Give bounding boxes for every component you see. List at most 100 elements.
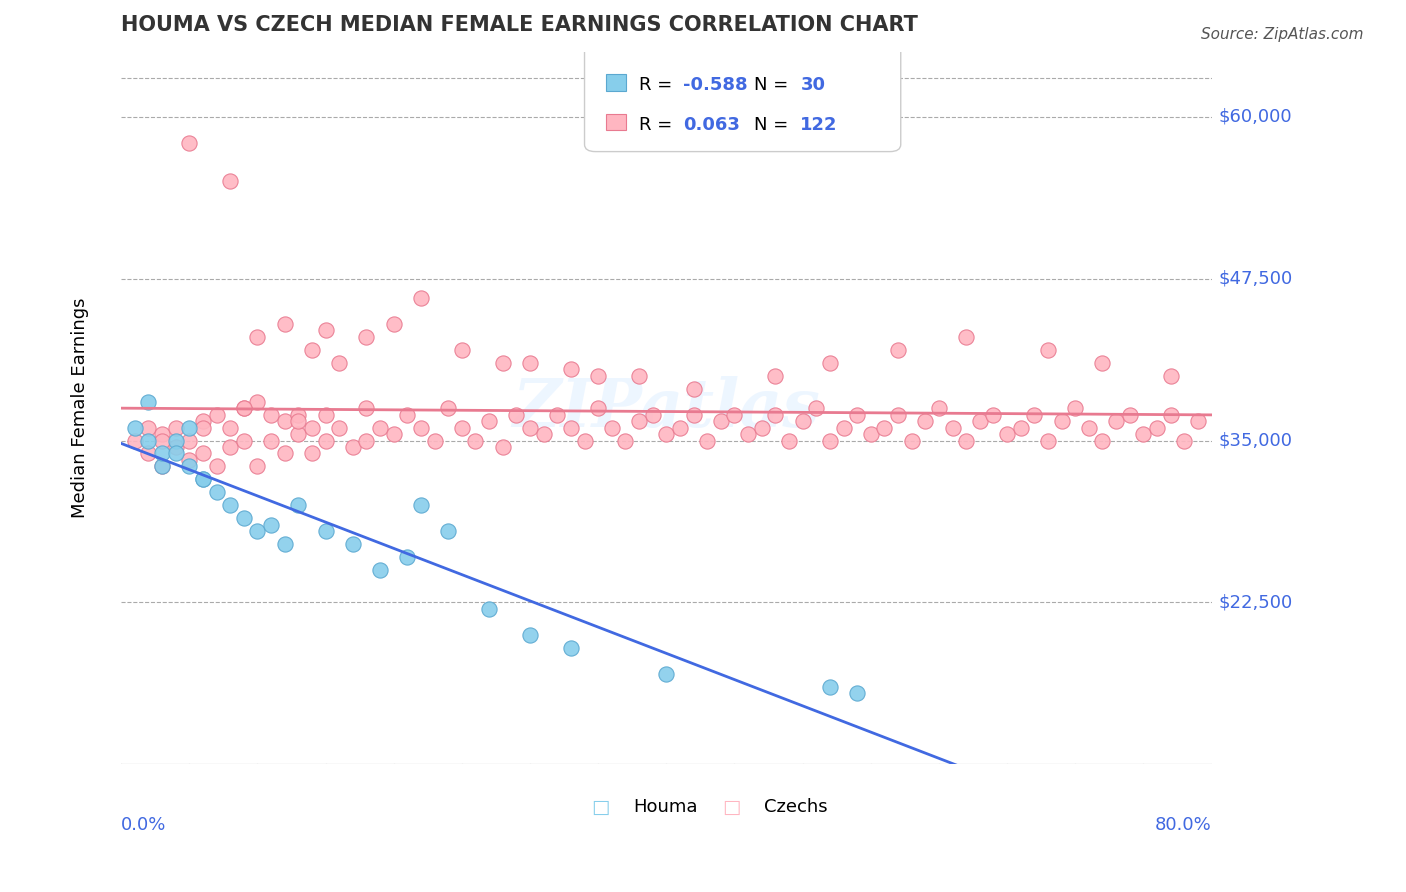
Point	[859, 427, 882, 442]
Point	[219, 420, 242, 434]
Point	[138, 420, 160, 434]
Point	[328, 420, 350, 434]
Point	[356, 401, 378, 416]
Point	[165, 446, 187, 460]
Point	[165, 440, 187, 454]
Point	[301, 420, 323, 434]
Point	[682, 408, 704, 422]
Point	[655, 427, 678, 442]
FancyBboxPatch shape	[606, 113, 626, 130]
Point	[1024, 408, 1046, 422]
Point	[165, 420, 187, 434]
Point	[628, 368, 651, 383]
Text: N =: N =	[754, 77, 787, 95]
Text: Source: ZipAtlas.com: Source: ZipAtlas.com	[1201, 27, 1364, 42]
Point	[287, 414, 309, 428]
Point	[368, 420, 391, 434]
Point	[232, 434, 254, 448]
Point	[150, 459, 173, 474]
Point	[219, 440, 242, 454]
Point	[696, 434, 718, 448]
Point	[260, 408, 283, 422]
Point	[315, 524, 337, 539]
Point	[1064, 401, 1087, 416]
Point	[1077, 420, 1099, 434]
Point	[628, 414, 651, 428]
Point	[560, 640, 582, 655]
Point	[600, 420, 623, 434]
Point	[191, 446, 214, 460]
Point	[983, 408, 1005, 422]
Point	[124, 434, 146, 448]
Point	[150, 459, 173, 474]
Point	[846, 686, 869, 700]
Text: $60,000: $60,000	[1219, 108, 1292, 126]
Point	[301, 343, 323, 357]
Point	[356, 330, 378, 344]
Text: 0.063: 0.063	[683, 116, 740, 134]
Point	[382, 317, 405, 331]
Point	[138, 446, 160, 460]
Point	[1119, 408, 1142, 422]
Point	[519, 628, 541, 642]
Point	[928, 401, 950, 416]
Point	[941, 420, 963, 434]
Point	[273, 446, 295, 460]
Point	[450, 343, 472, 357]
Point	[846, 408, 869, 422]
Point	[273, 317, 295, 331]
Point	[246, 330, 269, 344]
Point	[560, 362, 582, 376]
Point	[478, 602, 501, 616]
Point	[287, 498, 309, 512]
Point	[914, 414, 936, 428]
Point	[205, 408, 228, 422]
Text: HOUMA VS CZECH MEDIAN FEMALE EARNINGS CORRELATION CHART: HOUMA VS CZECH MEDIAN FEMALE EARNINGS CO…	[121, 15, 918, 35]
Point	[179, 136, 201, 150]
Text: ZIPatlas: ZIPatlas	[512, 376, 820, 441]
Point	[955, 330, 977, 344]
Point	[450, 420, 472, 434]
Point	[614, 434, 637, 448]
Point	[382, 427, 405, 442]
Point	[887, 343, 910, 357]
Point	[273, 414, 295, 428]
Point	[179, 459, 201, 474]
Text: -0.588: -0.588	[683, 77, 748, 95]
Point	[232, 401, 254, 416]
Point	[641, 408, 664, 422]
Point	[437, 524, 460, 539]
Point	[260, 517, 283, 532]
Point	[396, 408, 419, 422]
Point	[873, 420, 896, 434]
Point	[955, 434, 977, 448]
Point	[586, 401, 609, 416]
Point	[560, 420, 582, 434]
Point	[1132, 427, 1154, 442]
Point	[287, 408, 309, 422]
Point	[778, 434, 800, 448]
Point	[1036, 343, 1059, 357]
Point	[1091, 356, 1114, 370]
Text: N =: N =	[754, 116, 787, 134]
Point	[655, 666, 678, 681]
Point	[124, 420, 146, 434]
Point	[818, 680, 841, 694]
Point	[205, 459, 228, 474]
Point	[546, 408, 568, 422]
Point	[368, 563, 391, 577]
Point	[138, 394, 160, 409]
Point	[342, 537, 364, 551]
Point	[574, 434, 596, 448]
Text: Median Female Earnings: Median Female Earnings	[72, 298, 89, 518]
FancyBboxPatch shape	[606, 74, 626, 91]
Text: □: □	[592, 797, 610, 817]
Point	[969, 414, 991, 428]
Point	[409, 420, 432, 434]
Point	[519, 420, 541, 434]
Point	[232, 401, 254, 416]
Point	[179, 434, 201, 448]
Point	[246, 524, 269, 539]
Point	[519, 356, 541, 370]
Point	[150, 434, 173, 448]
